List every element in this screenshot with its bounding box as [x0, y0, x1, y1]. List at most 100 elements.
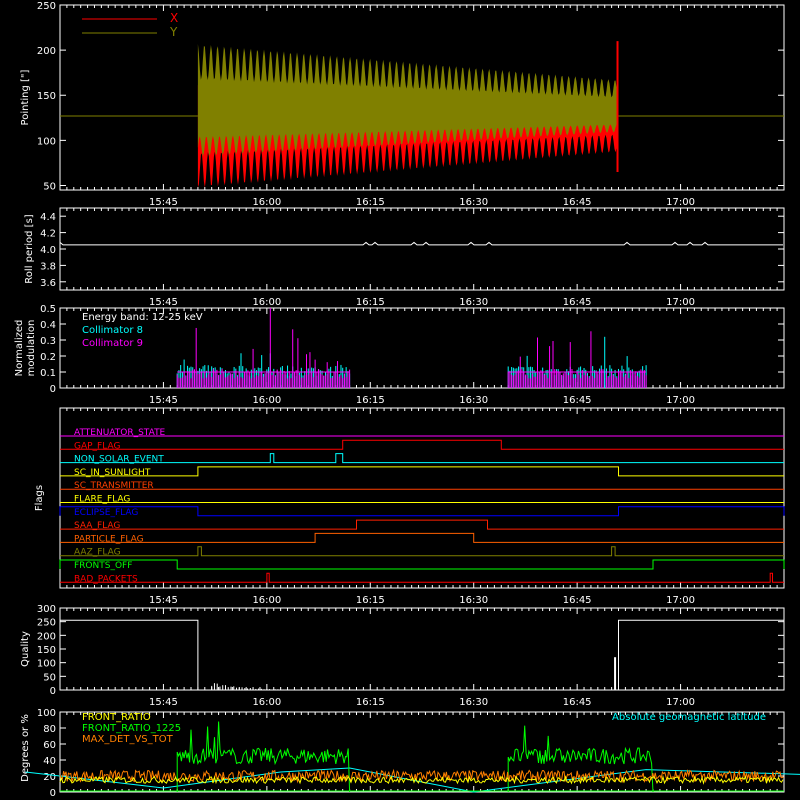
y-tick-label: 60	[43, 740, 56, 751]
pointing-legend: XY	[82, 11, 178, 39]
flag-trace	[60, 466, 784, 477]
y-tick-label: 4.2	[40, 229, 56, 240]
x-tick-label: 16:00	[252, 697, 281, 708]
x-tick-label: 15:45	[149, 395, 178, 406]
front-ratio-1225-line	[507, 725, 654, 793]
y-tick-label: 3.6	[40, 278, 56, 289]
max-det-vs-tot-line	[59, 768, 784, 784]
y-tick-label: 0	[50, 384, 56, 395]
panel-frame	[59, 711, 785, 793]
x-tick-label: 17:00	[666, 595, 695, 606]
flag-trace	[60, 532, 784, 543]
y-tick-label: 100	[37, 708, 56, 719]
x-tick-label: 17:00	[666, 395, 695, 406]
y-tick-label: 80	[43, 724, 56, 735]
y-tick-label: 0.4	[40, 320, 56, 331]
flag-label: PARTICLE_FLAG	[74, 534, 144, 544]
roll-period-line	[59, 241, 783, 246]
y-axis-label: Quality	[20, 631, 31, 667]
y-axis-label: Flags	[34, 485, 45, 511]
panel-frame	[59, 4, 785, 191]
flag-label: FRONTS_OFF	[74, 561, 132, 571]
flag-trace	[60, 453, 784, 464]
flag-bad-packets: BAD_PACKETS	[60, 572, 784, 584]
x-tick-label: 16:30	[459, 197, 488, 208]
y-axis-label: modulation	[26, 320, 37, 377]
legend-front-ratio: FRONT_RATIO	[82, 712, 151, 723]
panel-frame	[59, 307, 785, 389]
flag-fronts-off: FRONTS_OFF	[59, 559, 785, 571]
legend-front-ratio-1225: FRONT_RATIO_1225	[82, 723, 181, 734]
geomag-annotation: Absolute geomagnetic latitude	[612, 712, 766, 723]
y-tick-label: 150	[37, 645, 56, 656]
y-tick-label: 100	[37, 136, 56, 147]
collimator8-label: Collimator 8	[82, 325, 143, 336]
quality-panel: 15:45 16:00 16:15 16:30 16:45 17:00 0 50 100 150 2…	[20, 604, 785, 708]
quality-line	[60, 619, 784, 691]
y-tick-label: 250	[37, 1, 56, 12]
y-tick-label: 3.8	[40, 261, 56, 272]
x-tick-label: 16:45	[563, 197, 592, 208]
flag-label: SC_IN_SUNLIGHT	[74, 468, 151, 478]
panel-frame	[59, 407, 785, 589]
y-axis-label: Roll period [s]	[24, 214, 35, 283]
flag-non-solar-event: NON_SOLAR_EVENT	[60, 453, 784, 465]
y-tick-label: 50	[43, 181, 56, 192]
x-tick-label: 16:45	[563, 595, 592, 606]
y-tick-label: 4.4	[40, 212, 56, 223]
flag-sc-transmitter: SC_TRANSMITTER	[60, 481, 784, 491]
modulation-panel: 15:45 16:00 16:15 16:30 16:45 17:00 0 0.1 0.2 0.3…	[14, 304, 785, 406]
flag-trace	[59, 506, 785, 517]
x-tick-label: 15:45	[149, 595, 178, 606]
legend-y-label: Y	[169, 25, 178, 39]
x-tick-label: 17:00	[666, 297, 695, 308]
y-tick-label: 50	[43, 672, 56, 683]
flag-trace	[60, 519, 784, 530]
geomag-latitude-line	[25, 767, 800, 793]
x-tick-label: 16:45	[563, 697, 592, 708]
x-tick-label: 16:30	[459, 595, 488, 606]
flag-label: SC_TRANSMITTER	[74, 481, 154, 491]
y-tick-label: 0	[50, 788, 56, 799]
x-tick-label: 17:00	[666, 197, 695, 208]
pointing-panel: 15:45 16:00 16:15 16:30 16:45 17:00 50 100 150 20…	[20, 1, 785, 208]
flag-trace	[60, 572, 784, 583]
x-tick-label: 15:45	[149, 697, 178, 708]
flag-label: ATTENUATOR_STATE	[74, 428, 166, 438]
x-tick-label: 15:45	[149, 297, 178, 308]
collimator9-label: Collimator 9	[82, 338, 143, 349]
y-tick-label: 100	[37, 659, 56, 670]
flag-particle-flag: PARTICLE_FLAG	[60, 532, 784, 544]
x-tick-label: 15:45	[149, 197, 178, 208]
x-tick-label: 16:15	[356, 697, 385, 708]
x-tick-label: 16:00	[252, 595, 281, 606]
flag-label: SAA_FLAG	[74, 521, 120, 531]
x-tick-label: 16:30	[459, 395, 488, 406]
y-axis-label: Degrees or %	[20, 714, 31, 782]
x-tick-label: 16:30	[459, 297, 488, 308]
legend-max-det-vs-tot: MAX_DET_VS_TOT	[82, 734, 174, 745]
flag-label: GAP_FLAG	[74, 441, 120, 451]
flag-flare-flag: FLARE_FLAG	[60, 495, 784, 505]
x-tick-label: 16:45	[563, 395, 592, 406]
x-tick-label: 16:15	[356, 395, 385, 406]
flag-label: BAD_PACKETS	[74, 574, 138, 584]
y-tick-label: 200	[37, 631, 56, 642]
front-ratio-1225-line	[176, 721, 351, 793]
flag-gap-flag: GAP_FLAG	[60, 439, 784, 451]
flag-saa-flag: SAA_FLAG	[60, 519, 784, 531]
flag-attenuator-state: ATTENUATOR_STATE	[60, 428, 784, 438]
y-tick-label: 300	[37, 604, 56, 615]
y-tick-label: 4.0	[40, 245, 56, 256]
y-tick-label: 20	[43, 772, 56, 783]
y-tick-label: 200	[37, 46, 56, 57]
roll-period-panel: 15:45 16:00 16:15 16:30 16:45 17:00 3.6 3.8 4.0 4…	[24, 207, 785, 308]
flag-trace	[60, 439, 784, 450]
y-tick-label: 150	[37, 91, 56, 102]
y-axis-label: Normalized	[14, 320, 25, 377]
x-tick-label: 16:15	[356, 595, 385, 606]
y-axis-label: Pointing ["]	[20, 69, 31, 125]
x-tick-label: 16:30	[459, 697, 488, 708]
legend-x-label: X	[170, 11, 178, 25]
